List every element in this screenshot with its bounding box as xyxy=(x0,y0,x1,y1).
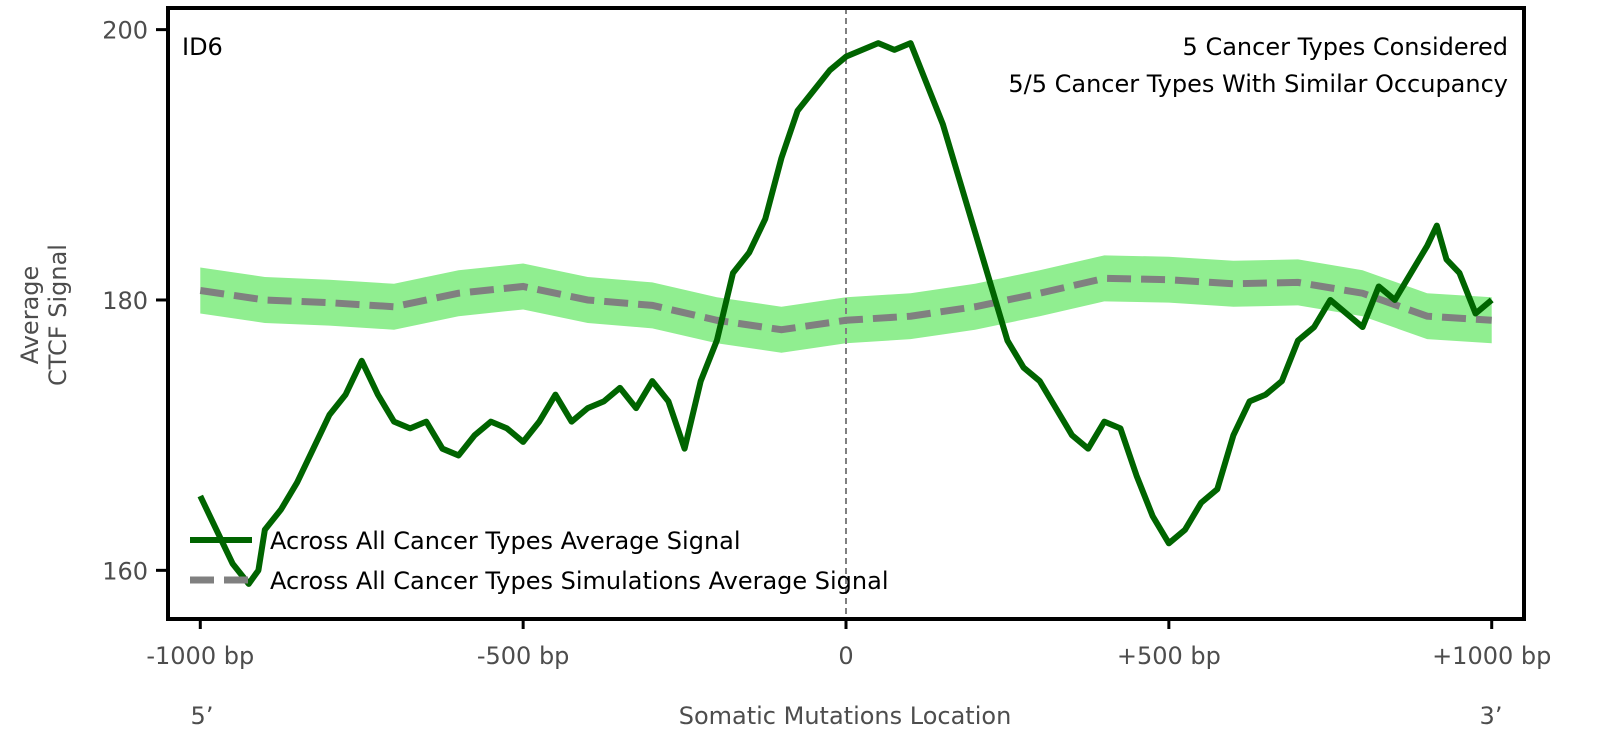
real-average-line xyxy=(197,40,1494,587)
x-tick-label: 0 xyxy=(838,642,853,670)
x-tick-label: -1000 bp xyxy=(146,642,254,670)
y-tick-label: 200 xyxy=(102,17,148,45)
y-axis-label-line1: Average xyxy=(16,266,44,365)
x-tick-label: +500 bp xyxy=(1117,642,1221,670)
x-tick-label: -500 bp xyxy=(477,642,570,670)
legend-sim-label: Across All Cancer Types Simulations Aver… xyxy=(270,567,889,595)
three-prime-label: 3’ xyxy=(1480,702,1503,730)
simulation-average-line xyxy=(199,274,1492,334)
annotation-cancer-types: 5 Cancer Types Considered xyxy=(1183,33,1508,61)
x-tick-label: +1000 bp xyxy=(1432,642,1551,670)
five-prime-label: 5’ xyxy=(191,702,214,730)
y-tick-label: 180 xyxy=(102,287,148,315)
x-ticks: -1000 bp -500 bp 0 +500 bp +1000 bp xyxy=(146,619,1551,670)
simulation-confidence-band xyxy=(200,255,1492,353)
x-axis-label: Somatic Mutations Location xyxy=(679,702,1012,730)
annotation-similar-occupancy: 5/5 Cancer Types With Similar Occupancy xyxy=(1008,70,1508,98)
y-tick-label: 160 xyxy=(102,557,148,585)
signature-label: ID6 xyxy=(182,33,223,61)
y-ticks: 160 180 200 xyxy=(102,17,168,585)
y-axis-label-line2: CTCF Signal xyxy=(44,244,72,386)
legend: Across All Cancer Types Average Signal A… xyxy=(190,527,889,595)
legend-real-label: Across All Cancer Types Average Signal xyxy=(270,527,741,555)
